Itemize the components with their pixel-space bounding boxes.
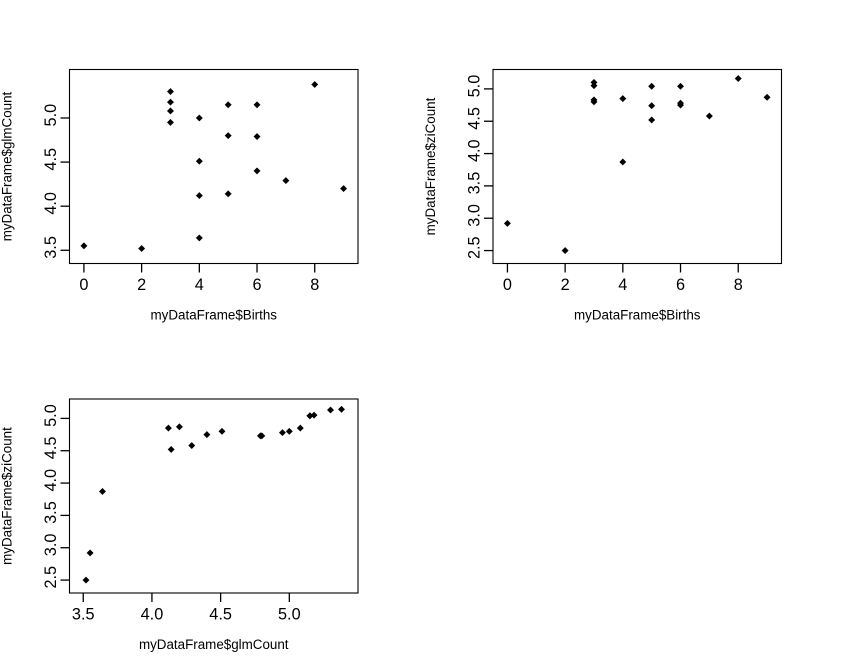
svg-text:4.0: 4.0 [42, 469, 60, 492]
svg-text:myDataFrame$ziCount: myDataFrame$ziCount [423, 97, 438, 235]
svg-text:myDataFrame$glmCount: myDataFrame$glmCount [0, 91, 15, 241]
svg-text:3.0: 3.0 [42, 534, 60, 557]
svg-text:0: 0 [79, 276, 88, 294]
svg-text:3.0: 3.0 [466, 204, 484, 227]
svg-text:4.0: 4.0 [42, 192, 60, 215]
svg-text:8: 8 [310, 276, 319, 294]
svg-text:2: 2 [137, 276, 146, 294]
svg-text:5.0: 5.0 [466, 75, 484, 98]
svg-text:3.5: 3.5 [466, 172, 484, 195]
svg-text:4.0: 4.0 [466, 139, 484, 162]
svg-text:4.5: 4.5 [42, 148, 60, 171]
svg-text:6: 6 [252, 276, 261, 294]
svg-text:4.5: 4.5 [42, 437, 60, 460]
svg-text:8: 8 [734, 276, 743, 294]
svg-text:2: 2 [561, 276, 570, 294]
svg-text:3.5: 3.5 [72, 606, 95, 624]
svg-text:0: 0 [503, 276, 512, 294]
svg-text:myDataFrame$Births: myDataFrame$Births [151, 308, 278, 323]
svg-text:4: 4 [618, 276, 627, 294]
svg-text:myDataFrame$Births: myDataFrame$Births [574, 308, 701, 323]
svg-text:4: 4 [195, 276, 204, 294]
svg-text:4.5: 4.5 [466, 107, 484, 130]
svg-text:3.5: 3.5 [42, 236, 60, 259]
svg-text:4.5: 4.5 [209, 606, 232, 624]
svg-text:myDataFrame$ziCount: myDataFrame$ziCount [0, 427, 15, 565]
svg-text:2.5: 2.5 [466, 236, 484, 259]
svg-text:5.0: 5.0 [42, 104, 60, 127]
svg-text:3.5: 3.5 [42, 501, 60, 524]
svg-text:5.0: 5.0 [278, 606, 301, 624]
svg-text:myDataFrame$glmCount: myDataFrame$glmCount [139, 637, 289, 652]
svg-text:5.0: 5.0 [42, 404, 60, 427]
svg-text:6: 6 [676, 276, 685, 294]
svg-text:4.0: 4.0 [141, 606, 164, 624]
svg-text:2.5: 2.5 [42, 566, 60, 589]
